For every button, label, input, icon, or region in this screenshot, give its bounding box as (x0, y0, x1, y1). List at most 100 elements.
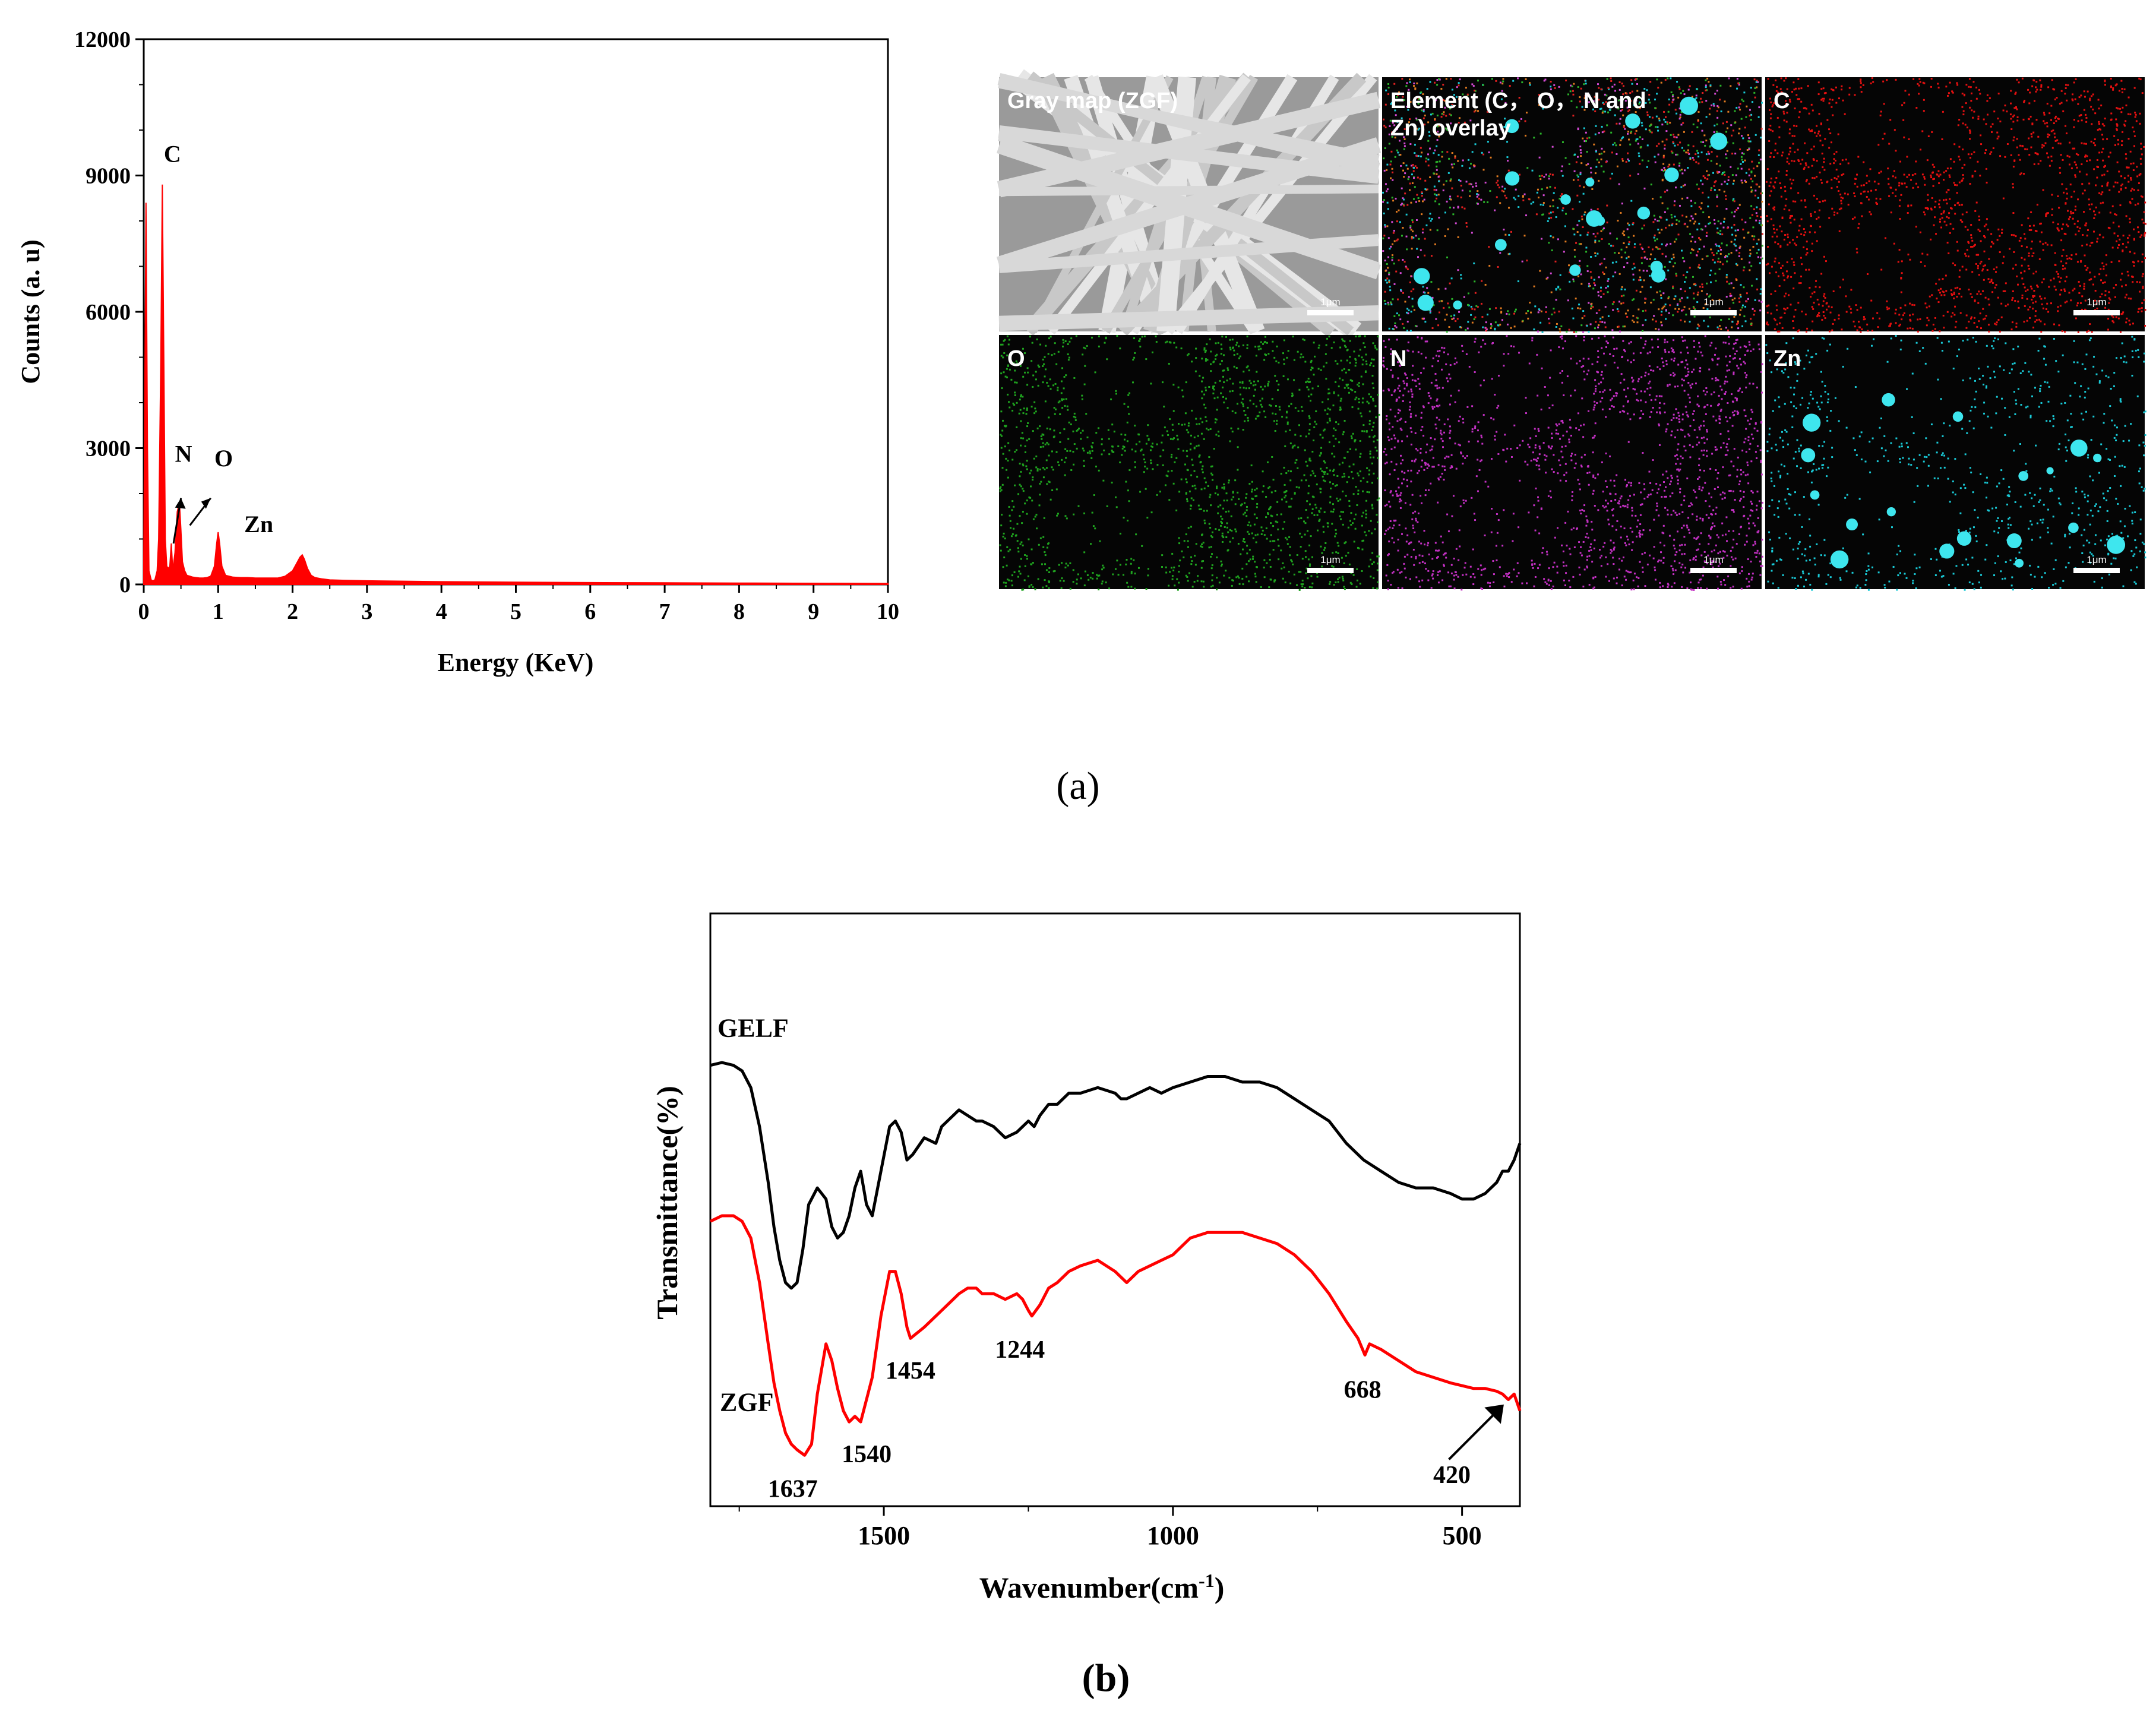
mapping-signal-dot (1645, 319, 1647, 321)
mapping-signal-dot (1406, 106, 1408, 108)
mapping-signal-dot (1921, 173, 1924, 176)
mapping-signal-dot (1942, 314, 1945, 317)
mapping-signal-dot (1627, 309, 1629, 312)
mapping-signal-dot (2121, 285, 2123, 287)
mapping-signal-dot (1035, 410, 1037, 413)
mapping-signal-dot (1500, 311, 1503, 313)
mapping-signal-dot (1487, 141, 1489, 143)
mapping-signal-dot (1968, 78, 1971, 80)
mapping-signal-dot (1818, 209, 1820, 211)
mapping-signal-dot (2060, 239, 2063, 242)
mapping-signal-dot (1939, 292, 1941, 294)
mapping-signal-dot (1409, 189, 1411, 191)
mapping-signal-dot (2066, 223, 2068, 226)
mapping-signal-dot (1959, 312, 1962, 314)
mapping-signal-dot (1406, 321, 1409, 323)
mapping-signal-dot (1324, 461, 1326, 464)
mapping-signal-dot (1724, 173, 1726, 176)
mapping-signal-dot (1243, 371, 1245, 373)
mapping-signal-dot (1624, 251, 1627, 254)
mapping-signal-dot (2011, 299, 2013, 301)
mapping-signal-dot (1612, 245, 1614, 247)
mapping-signal-dot (1372, 387, 1374, 389)
mapping-signal-dot (1369, 453, 1371, 455)
mapping-signal-dot (1850, 289, 1852, 291)
mapping-signal-dot (1634, 132, 1636, 135)
mapping-signal-dot (2142, 222, 2145, 224)
mapping-signal-dot (1504, 118, 1506, 120)
mapping-signal-dot (1750, 191, 1753, 193)
mapping-signal-dot (1897, 261, 1899, 263)
mapping-signal-dot (1349, 340, 1351, 342)
mapping-signal-dot (1446, 314, 1448, 316)
mapping-signal-dot (1400, 204, 1402, 206)
mapping-signal-dot (1555, 289, 1557, 291)
mapping-signal-dot (1738, 128, 1741, 130)
mapping-signal-dot (1690, 205, 1693, 207)
mapping-signal-dot (1494, 327, 1496, 330)
mapping-signal-dot (1648, 265, 1651, 267)
mapping-signal-dot (1393, 229, 1395, 232)
mapping-signal-dot (1376, 569, 1379, 571)
mapping-signal-dot (1429, 213, 1431, 215)
mapping-signal-dot (1383, 199, 1385, 201)
mapping-signal-dot (1210, 363, 1212, 365)
mapping-signal-dot (2086, 235, 2088, 237)
mapping-signal-dot (1446, 330, 1448, 333)
mapping-signal-dot (1594, 255, 1597, 257)
mapping-signal-dot (2127, 298, 2130, 300)
mapping-signal-dot (1838, 181, 1840, 183)
mapping-signal-dot (1248, 483, 1251, 485)
mapping-signal-dot (1980, 240, 1982, 242)
mapping-signal-dot (1967, 241, 1970, 243)
mapping-signal-dot (1366, 491, 1368, 493)
mapping-signal-dot (1210, 546, 1212, 548)
mapping-signal-dot (1860, 86, 1862, 88)
mapping-signal-dot (1459, 326, 1462, 328)
mapping-signal-dot (1063, 428, 1066, 431)
mapping-signal-dot (2054, 252, 2056, 254)
mapping-signal-dot (1773, 156, 1775, 159)
mapping-signal-dot (1010, 535, 1013, 538)
mapping-signal-dot (1716, 170, 1718, 173)
mapping-signal-dot (1715, 280, 1717, 282)
mapping-signal-dot (1197, 444, 1200, 447)
mapping-signal-dot (1059, 432, 1061, 434)
mapping-signal-dot (1549, 186, 1551, 188)
mapping-signal-dot (1706, 89, 1708, 91)
mapping-signal-dot (1416, 194, 1418, 196)
mapping-signal-dot (1090, 543, 1092, 545)
mapping-signal-dot (1759, 137, 1762, 139)
mapping-signal-dot (1203, 477, 1206, 479)
mapping-signal-dot (1743, 286, 1745, 289)
mapping-signal-dot (1660, 297, 1662, 299)
mapping-signal-dot (1070, 469, 1073, 472)
mapping-signal-dot (1339, 377, 1341, 380)
mapping-signal-dot (1783, 279, 1785, 282)
mapping-signal-dot (2021, 277, 2024, 280)
mapping-signal-dot (2079, 170, 2081, 173)
mapping-signal-dot (1197, 575, 1199, 577)
mapping-signal-dot (1364, 371, 1367, 374)
mapping-signal-dot (1025, 465, 1028, 467)
mapping-signal-dot (1716, 194, 1718, 197)
mapping-signal-dot (1604, 321, 1606, 324)
mapping-signal-dot (1709, 222, 1712, 224)
mapping-signal-dot (1611, 86, 1614, 88)
mapping-signal-dot (1134, 450, 1137, 453)
mapping-signal-dot (1658, 119, 1661, 122)
mapping-signal-dot (2091, 331, 2093, 333)
mapping-signal-dot (1499, 81, 1501, 84)
mapping-signal-dot (1710, 189, 1712, 191)
mapping-signal-dot (1792, 143, 1794, 145)
mapping-signal-dot (1575, 242, 1578, 244)
mapping-signal-dot (2012, 267, 2015, 270)
mapping-signal-dot (2121, 183, 2123, 185)
mapping-signal-dot (1801, 310, 1803, 312)
mapping-signal-dot (1474, 143, 1477, 146)
mapping-signal-dot (2016, 78, 2018, 81)
mapping-signal-dot (1690, 240, 1693, 242)
mapping-signal-dot (1882, 138, 1884, 140)
mapping-signal-dot (1937, 301, 1940, 303)
mapping-signal-dot (1726, 150, 1728, 152)
